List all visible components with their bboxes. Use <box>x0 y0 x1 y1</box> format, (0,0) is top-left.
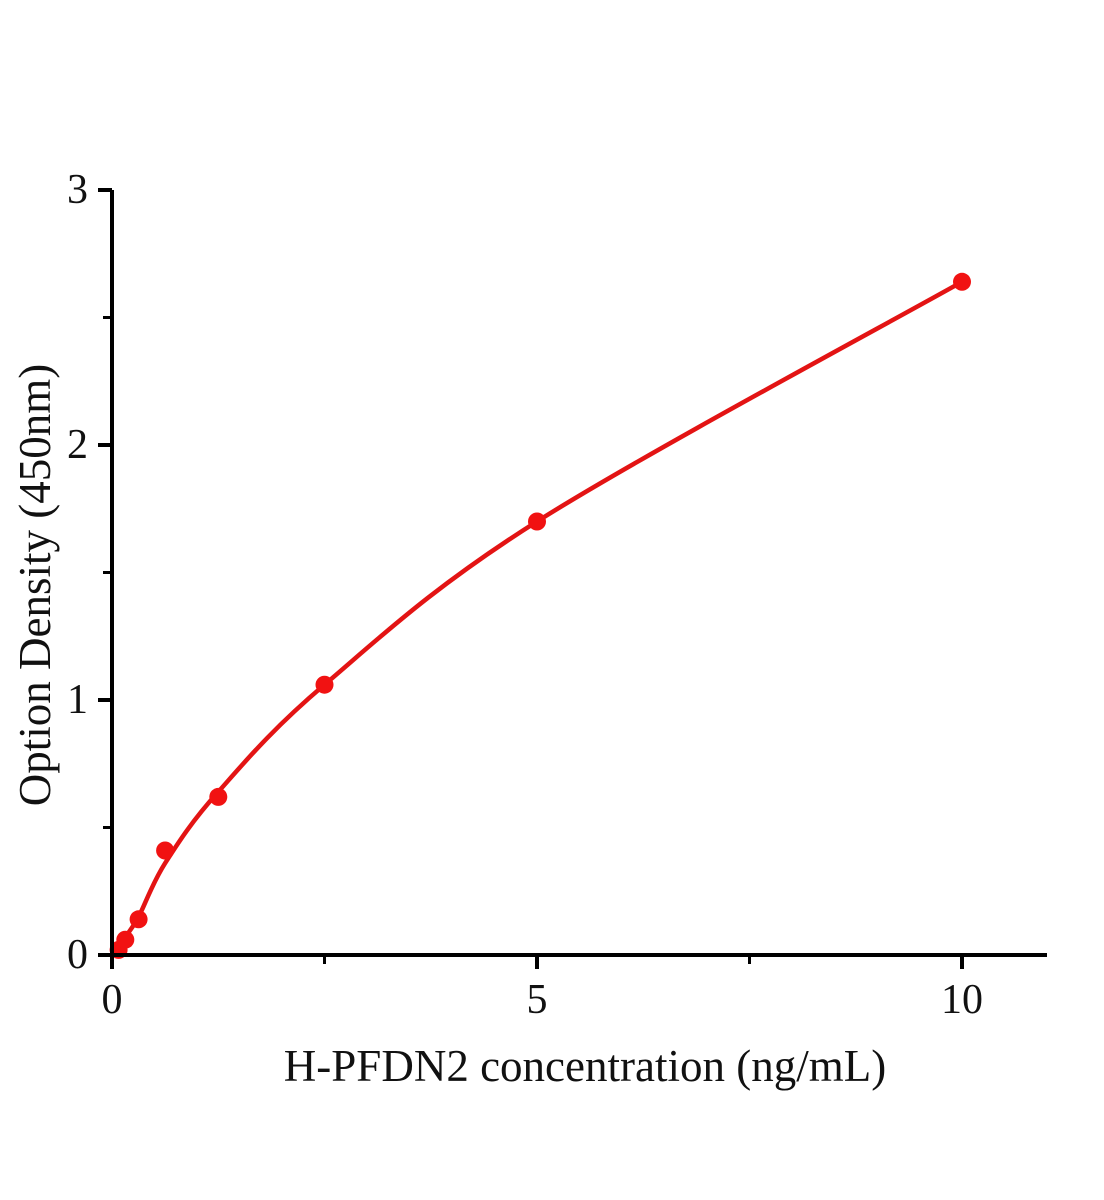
x-axis-title: H-PFDN2 concentration (ng/mL) <box>284 1041 886 1091</box>
data-point <box>116 930 135 949</box>
axes-layer <box>98 188 1047 969</box>
y-tick-label: 0 <box>67 932 88 978</box>
data-point <box>209 787 228 806</box>
x-tick-label: 5 <box>527 977 548 1023</box>
data-point <box>953 272 971 291</box>
x-tick-label: 10 <box>941 977 983 1023</box>
tick-label-layer: 0 5 10 0 1 2 3 <box>67 167 983 1023</box>
data-point <box>129 910 148 929</box>
data-point <box>156 841 175 860</box>
x-tick-label: 0 <box>102 977 123 1023</box>
y-tick-label: 2 <box>67 422 88 468</box>
y-tick-label: 1 <box>67 677 88 723</box>
data-point <box>528 512 546 531</box>
data-points-layer <box>109 272 971 959</box>
data-point <box>315 675 334 694</box>
y-axis-title: Option Density (450nm) <box>10 364 60 806</box>
y-tick-label: 3 <box>67 167 88 213</box>
